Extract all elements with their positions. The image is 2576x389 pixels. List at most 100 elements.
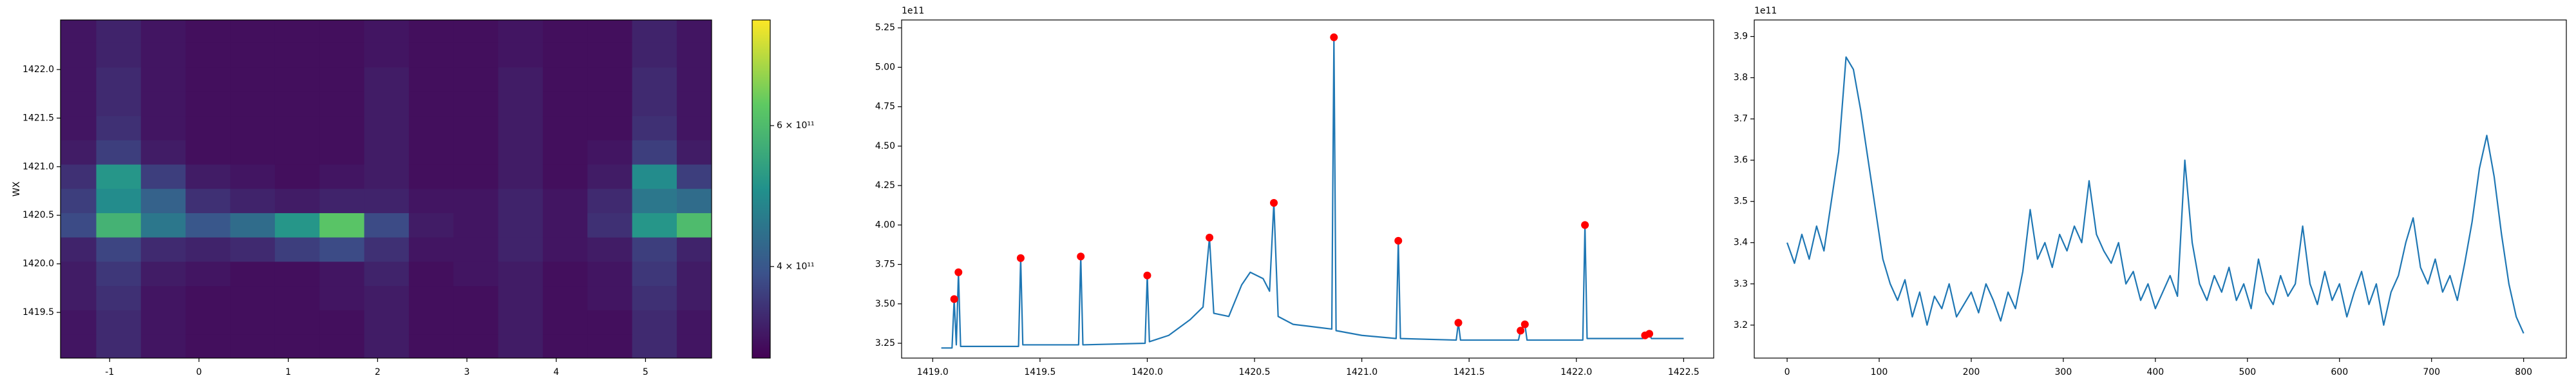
x-tick-label: 1422.5 bbox=[1668, 367, 1700, 377]
heatmap-cell bbox=[140, 213, 186, 238]
heatmap-cell bbox=[364, 334, 410, 358]
offset-text: 1e11 bbox=[902, 6, 924, 16]
heatmap-cell bbox=[319, 188, 365, 213]
x-tick-label: 0 bbox=[1785, 367, 1790, 377]
heatmap-cell bbox=[319, 310, 365, 335]
peak-marker bbox=[1143, 271, 1151, 280]
peak-marker bbox=[1206, 233, 1214, 242]
heatmap-cell bbox=[542, 237, 588, 262]
heatmap-cell bbox=[587, 91, 633, 117]
heatmap-cell bbox=[96, 334, 142, 358]
heatmap-cell bbox=[61, 115, 97, 140]
heatmap-cell bbox=[61, 188, 97, 213]
peak-marker bbox=[1077, 252, 1085, 261]
heatmap-cell bbox=[319, 164, 365, 189]
heatmap-cell bbox=[453, 91, 499, 117]
heatmap-cell bbox=[408, 261, 454, 287]
heatmap-cell bbox=[408, 164, 454, 189]
heatmap-cell bbox=[408, 43, 454, 68]
heatmap-cell bbox=[632, 188, 677, 213]
heatmap-cell bbox=[185, 213, 231, 238]
heatmap-cell bbox=[632, 140, 677, 165]
y-tick-label: 3.75 bbox=[875, 260, 895, 270]
heatmap-cell bbox=[61, 237, 97, 262]
axes-frame bbox=[60, 19, 712, 359]
heatmap-cell bbox=[587, 188, 633, 213]
heatmap-cell bbox=[632, 164, 677, 189]
axes-frame bbox=[1754, 19, 2567, 359]
y-tick-label: 5.25 bbox=[875, 23, 895, 33]
heatmap-cell bbox=[364, 261, 410, 287]
heatmap-cell bbox=[319, 285, 365, 310]
x-tick-label: 3 bbox=[464, 367, 470, 377]
y-tick-label: 3.50 bbox=[875, 299, 895, 309]
heatmap-cell bbox=[185, 310, 231, 335]
heatmap-cell bbox=[319, 91, 365, 117]
heatmap-cell bbox=[408, 285, 454, 310]
heatmap-cell bbox=[185, 261, 231, 287]
heatmap-cell bbox=[676, 285, 712, 310]
heatmap-cell bbox=[61, 285, 97, 310]
heatmap-cell bbox=[140, 237, 186, 262]
heatmap-cell bbox=[230, 237, 276, 262]
x-tick-label: -1 bbox=[105, 367, 114, 377]
heatmap-cell bbox=[274, 310, 320, 335]
heatmap-cell bbox=[676, 237, 712, 262]
heatmap-cell bbox=[61, 334, 97, 358]
heatmap-cell bbox=[542, 285, 588, 310]
heatmap-cell bbox=[364, 164, 410, 189]
heatmap-cell bbox=[274, 115, 320, 140]
peak-marker bbox=[1454, 319, 1463, 327]
heatmap-cell bbox=[140, 310, 186, 335]
heatmap-cell bbox=[274, 188, 320, 213]
heatmap-cell bbox=[140, 261, 186, 287]
heatmap-cell bbox=[453, 20, 499, 43]
heatmap-cell bbox=[676, 334, 712, 358]
heatmap-cell bbox=[230, 115, 276, 140]
heatmap-cell bbox=[453, 261, 499, 287]
heatmap-cell bbox=[96, 188, 142, 213]
plot-area bbox=[61, 20, 712, 358]
heatmap-cell bbox=[140, 43, 186, 68]
heatmap-cell bbox=[408, 20, 454, 43]
heatmap-cell bbox=[498, 115, 544, 140]
data-line bbox=[1786, 56, 2524, 334]
heatmap-cell bbox=[274, 334, 320, 358]
heatmap-cell bbox=[498, 334, 544, 358]
y-tick-label: 3.6 bbox=[1734, 155, 1748, 166]
heatmap-cell bbox=[587, 140, 633, 165]
heatmap-cell bbox=[453, 140, 499, 165]
x-tick-label: 2 bbox=[375, 367, 381, 377]
x-tick-label: 200 bbox=[1963, 367, 1980, 377]
heatmap-cell bbox=[632, 20, 677, 43]
peak-marker bbox=[954, 268, 963, 276]
heatmap-cell bbox=[498, 213, 544, 238]
heatmap-cell bbox=[96, 310, 142, 335]
heatmap-cell bbox=[676, 43, 712, 68]
x-tick-label: 1419.0 bbox=[917, 367, 949, 377]
heatmap-cell bbox=[96, 164, 142, 189]
heatmap-cell bbox=[61, 261, 97, 287]
heatmap-cell bbox=[140, 188, 186, 213]
heatmap-cell bbox=[542, 43, 588, 68]
x-tick-label: 700 bbox=[2423, 367, 2440, 377]
heatmap-cell bbox=[542, 20, 588, 43]
y-tick-label: 3.25 bbox=[875, 338, 895, 348]
x-tick-label: 600 bbox=[2331, 367, 2348, 377]
peak-marker bbox=[1330, 33, 1338, 41]
heatmap-cell bbox=[185, 115, 231, 140]
heatmap-cell bbox=[319, 213, 365, 238]
heatmap-cell bbox=[587, 67, 633, 92]
x-tick-label: 4 bbox=[553, 367, 559, 377]
y-tick-label: 1419.5 bbox=[23, 307, 54, 318]
heatmap-cell bbox=[542, 213, 588, 238]
heatmap-cell bbox=[453, 310, 499, 335]
heatmap-cell bbox=[542, 261, 588, 287]
heatmap-cell bbox=[587, 334, 633, 358]
heatmap-cell bbox=[587, 164, 633, 189]
x-tick-label: 1421.5 bbox=[1454, 367, 1485, 377]
heatmap-cell bbox=[542, 164, 588, 189]
peak-marker bbox=[1517, 327, 1525, 335]
heatmap-cell bbox=[453, 213, 499, 238]
